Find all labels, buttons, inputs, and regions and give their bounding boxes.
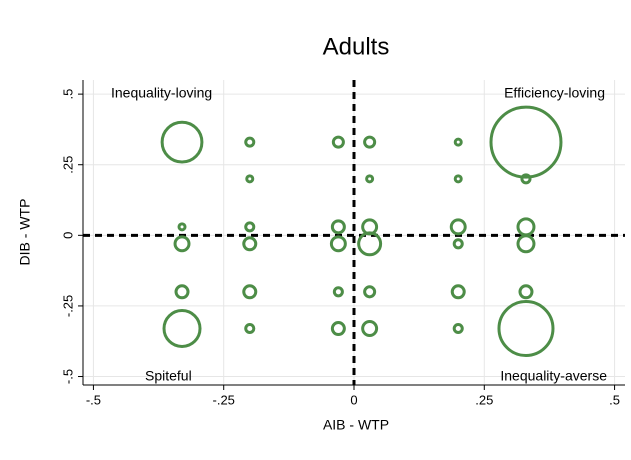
bubble — [244, 221, 256, 233]
bubble — [330, 219, 346, 235]
bubble — [361, 320, 379, 337]
annotation: Inequality-averse — [500, 368, 607, 384]
bubble — [244, 136, 256, 148]
y-tick-label: -.5 — [60, 369, 75, 384]
bubble — [174, 284, 190, 300]
x-tick-label: -.25 — [213, 392, 235, 407]
annotation: Spiteful — [145, 368, 192, 384]
bubble — [242, 284, 258, 300]
bubble — [242, 236, 258, 252]
annotation: Inequality-loving — [111, 85, 212, 101]
y-tick-label: 0 — [60, 232, 75, 239]
bubble — [452, 238, 464, 250]
bubble — [365, 174, 375, 184]
bubble — [331, 135, 345, 149]
annotation: Efficiency-loving — [504, 85, 605, 101]
bubble — [363, 285, 377, 299]
bubble — [452, 322, 464, 335]
y-tick-label: .25 — [60, 156, 75, 174]
y-tick-label: -.25 — [60, 295, 75, 317]
bubble — [363, 135, 377, 149]
bubble — [449, 218, 467, 236]
bubble — [173, 235, 191, 253]
x-axis-title: AIB - WTP — [323, 417, 389, 433]
y-axis-title: DIB - WTP — [17, 199, 33, 266]
bubble — [329, 235, 347, 253]
bubble — [332, 286, 344, 298]
x-tick-label: .25 — [475, 392, 493, 407]
chart-title: Adults — [323, 33, 390, 60]
bubble — [518, 284, 534, 300]
x-tick-label: .5 — [609, 392, 620, 407]
bubble — [330, 321, 346, 337]
bubble — [357, 231, 383, 257]
x-tick-label: 0 — [350, 392, 357, 407]
bubble — [244, 322, 256, 335]
y-tick-label: .5 — [60, 89, 75, 100]
bubble — [453, 137, 463, 147]
bubble — [453, 174, 463, 184]
bubble — [160, 120, 204, 164]
bubble — [489, 105, 563, 179]
bubble — [450, 284, 466, 300]
bubble — [162, 309, 202, 349]
bubble — [245, 174, 255, 184]
bubble — [177, 222, 187, 232]
x-tick-label: -.5 — [86, 392, 101, 407]
bubble — [516, 217, 536, 237]
bubble — [497, 300, 555, 358]
bubble — [520, 173, 532, 185]
bubble — [516, 234, 536, 254]
